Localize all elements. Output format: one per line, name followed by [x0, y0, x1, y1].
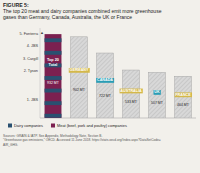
bar-hatch [123, 70, 140, 118]
dairy-stripe [45, 51, 62, 55]
category-label-box [120, 89, 143, 94]
annotation: 2. Tyson [24, 69, 38, 73]
bar [149, 72, 166, 118]
annotation: 1. JBS [27, 98, 39, 102]
dairy-stripe [45, 63, 62, 67]
text-line: AIR_GHG. [3, 143, 18, 147]
source: Sources: GRAIN & IATP. See Appendix, Met… [3, 134, 161, 147]
x-axis-line [40, 118, 196, 119]
text-line: Top 20 [47, 58, 59, 62]
annotation-marker: ▲ [40, 30, 44, 35]
dairy-stripe [45, 76, 62, 80]
category-label-box [69, 68, 90, 73]
data-label: 533 MT [125, 100, 138, 104]
category-label: Top 20Total [47, 58, 59, 67]
category-label-box [96, 78, 114, 83]
text-line: Sources: GRAIN & IATP. See Appendix, Met… [3, 134, 102, 138]
legend-label: Dairy companies [14, 123, 43, 128]
bar-hatch [175, 76, 192, 118]
category-label: GERMANY [70, 68, 89, 72]
legend-swatch [51, 124, 55, 128]
data-label: 464 MT [177, 103, 190, 107]
bar [71, 37, 88, 118]
dairy-stripe [45, 101, 62, 105]
category-label-box [154, 90, 161, 95]
annotation: 3. Cargill [23, 57, 38, 61]
legend-label: Meat (beef, pork and poultry) companies [57, 123, 127, 128]
text-line: Total [49, 63, 58, 67]
bar-hatch [149, 72, 166, 118]
annotation: 4. JBS [27, 44, 39, 48]
legend-swatch [8, 124, 12, 128]
bars [45, 34, 192, 118]
background [0, 0, 200, 173]
data-label: 507 MT [151, 101, 164, 105]
chart: FIGURE 5:The top 20 meat and dairy compa… [0, 0, 200, 173]
data-label: 902 MT [73, 88, 86, 92]
bar [123, 70, 140, 118]
category-label: AUSTRALIA [120, 89, 142, 93]
dairy-stripe [45, 38, 62, 42]
text-line: gases than Germany, Canada, Australia, t… [3, 14, 132, 20]
data-label: 722 MT [99, 94, 112, 98]
subtitle: The top 20 meat and dairy companies comb… [3, 8, 162, 20]
category-label-box [175, 92, 193, 97]
bar-hatch [97, 53, 114, 118]
text-line: "Greenhouse gas emissions," OECD. Access… [3, 138, 161, 142]
legend: Dairy companies Meat (beef, pork and poul… [8, 123, 127, 128]
y-axis-line [40, 28, 41, 118]
dairy-stripe [45, 114, 62, 118]
bar-hatch [71, 37, 88, 118]
category-label: CANADA [97, 78, 113, 82]
bar-labels: Top 20Total 932 MT GERMANY 902 MT CANADA 722 … [47, 58, 192, 106]
data-label: 932 MT [47, 81, 60, 85]
category-label: FRANCE [175, 93, 191, 97]
bar [45, 34, 62, 118]
category-label: UK [154, 90, 160, 94]
annotation: 5. Fonterra [19, 32, 38, 36]
bar [175, 76, 192, 118]
dairy-stripe [45, 89, 62, 93]
bar [97, 53, 114, 118]
